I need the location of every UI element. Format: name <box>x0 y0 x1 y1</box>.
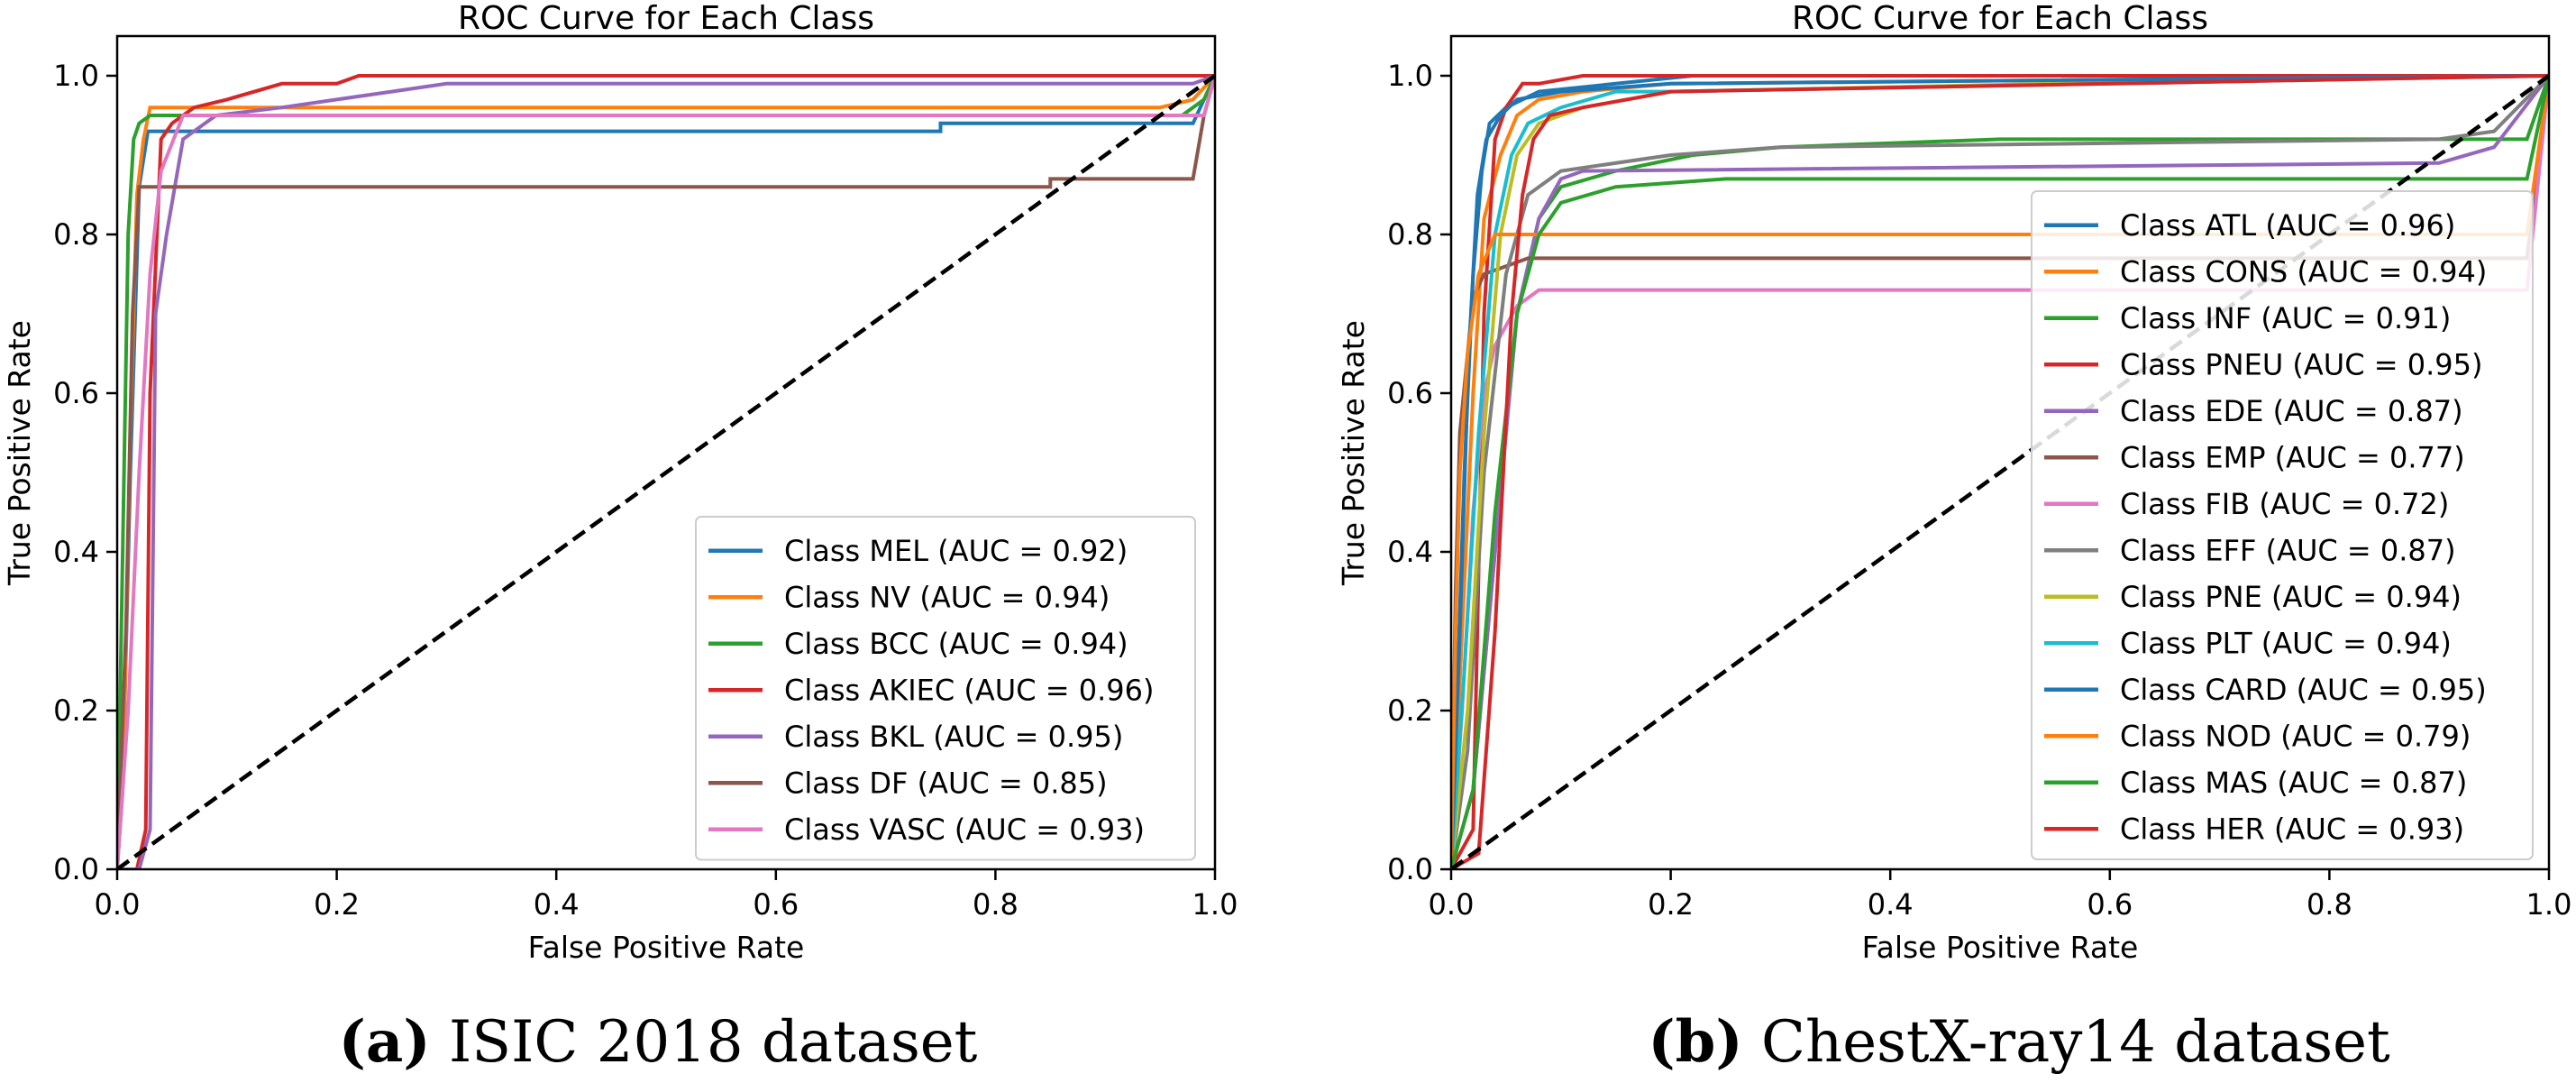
y-tick-label-0: 0.0 <box>53 852 99 886</box>
legend: Class MEL (AUC = 0.92) Class NV (AUC = 0.… <box>695 516 1196 861</box>
series-line-13 <box>1451 74 2549 869</box>
series-line-12 <box>1451 75 2549 869</box>
y-tick-label-4: 0.8 <box>53 217 99 252</box>
y-tick-label-1: 0.2 <box>53 693 99 728</box>
x-tick-label-3: 0.6 <box>753 887 799 922</box>
legend-entry-5: Class EMP (AUC = 0.77) <box>2120 440 2465 474</box>
legend-box <box>2031 190 2534 860</box>
y-tick-label-2: 0.4 <box>1387 535 1433 569</box>
caption-b-text: ChestX-ray14 dataset <box>1742 1009 2390 1076</box>
x-tick-label-4: 0.8 <box>2307 887 2352 922</box>
legend-entry-0: Class ATL (AUC = 0.96) <box>2120 208 2455 243</box>
x-tick-label-2: 0.4 <box>534 887 580 922</box>
legend-entry-11: Class NOD (AUC = 0.79) <box>2120 719 2471 753</box>
series-line-6 <box>117 75 1215 869</box>
x-axis-label: False Positive Rate <box>1862 930 2139 965</box>
roc-panel-a: ROC Curve for Each Class 0.0 0.2 0.4 0.6 0.8 1… <box>2 0 1238 965</box>
series-line-7 <box>1451 74 2549 869</box>
caption-b-tag: (b) <box>1648 1008 1743 1076</box>
y-axis-label: True Positive Rate <box>2 320 37 586</box>
caption-a: (a) ISIC 2018 dataset <box>315 1008 1000 1076</box>
x-tick-label-0: 0.0 <box>95 887 141 922</box>
legend-entry-2: Class INF (AUC = 0.91) <box>2120 301 2451 335</box>
x-tick-label-1: 0.2 <box>1648 887 1694 922</box>
legend-entry-0: Class MEL (AUC = 0.92) <box>784 534 1128 568</box>
caption-b: (b) ChestX-ray14 dataset <box>1613 1008 2425 1076</box>
plot-area <box>1451 74 2549 869</box>
legend-entry-9: Class PLT (AUC = 0.94) <box>2120 626 2452 660</box>
x-tick-label-4: 0.8 <box>973 887 1019 922</box>
x-tick-label-2: 0.4 <box>1868 887 1914 922</box>
caption-a-tag: (a) <box>338 1008 431 1076</box>
legend-entry-4: Class EDE (AUC = 0.87) <box>2120 394 2463 428</box>
legend-entry-2: Class BCC (AUC = 0.94) <box>784 627 1128 661</box>
legend-box <box>695 516 1196 861</box>
legend-entry-4: Class BKL (AUC = 0.95) <box>784 720 1123 754</box>
series-line-2 <box>117 75 1215 869</box>
series-line-5 <box>117 75 1215 869</box>
series-line-9 <box>1451 74 2549 869</box>
legend-entry-13: Class HER (AUC = 0.93) <box>2120 812 2464 846</box>
x-axis-label: False Positive Rate <box>528 930 805 965</box>
legend-entry-6: Class VASC (AUC = 0.93) <box>784 812 1145 847</box>
x-tick-label-0: 0.0 <box>1429 887 1475 922</box>
y-tick-label-0: 0.0 <box>1387 852 1433 886</box>
legend-entry-3: Class PNEU (AUC = 0.95) <box>2120 347 2482 381</box>
legend: Class ATL (AUC = 0.96) Class CONS (AUC = … <box>2031 190 2534 860</box>
y-tick-label-3: 0.6 <box>1387 376 1433 410</box>
legend-entry-7: Class EFF (AUC = 0.87) <box>2120 533 2456 567</box>
axes-frame <box>115 34 1217 871</box>
caption-a-text: ISIC 2018 dataset <box>430 1009 978 1076</box>
legend-entry-12: Class MAS (AUC = 0.87) <box>2120 766 2467 800</box>
y-tick-label-5: 1.0 <box>53 59 99 93</box>
roc-panel-b: ROC Curve for Each Class 0.0 0.2 0.4 0.6 0.8 1… <box>1336 0 2571 965</box>
chance-diagonal <box>117 74 1215 869</box>
chart-title: ROC Curve for Each Class <box>1792 0 2208 37</box>
legend-entry-1: Class NV (AUC = 0.94) <box>784 580 1110 614</box>
legend-entry-8: Class PNE (AUC = 0.94) <box>2120 580 2462 614</box>
y-tick-label-4: 0.8 <box>1387 217 1433 252</box>
y-tick-label-5: 1.0 <box>1387 59 1433 93</box>
legend-entry-10: Class CARD (AUC = 0.95) <box>2120 673 2487 707</box>
series-line-10 <box>1451 74 2549 869</box>
legend-entry-1: Class CONS (AUC = 0.94) <box>2120 254 2487 289</box>
legend-entry-3: Class AKIEC (AUC = 0.96) <box>784 673 1154 707</box>
x-tick-label-1: 0.2 <box>314 887 360 922</box>
legend-entry-5: Class DF (AUC = 0.85) <box>784 766 1108 800</box>
y-tick-label-3: 0.6 <box>53 376 99 410</box>
axes-frame <box>1449 34 2551 871</box>
x-tick-label-3: 0.6 <box>2087 887 2133 922</box>
x-tick-label-5: 1.0 <box>2526 887 2572 922</box>
y-tick-label-2: 0.4 <box>53 535 99 569</box>
y-tick-label-1: 0.2 <box>1387 693 1433 728</box>
y-axis-label: True Positive Rate <box>1336 320 1371 586</box>
x-tick-label-5: 1.0 <box>1192 887 1238 922</box>
legend-entry-6: Class FIB (AUC = 0.72) <box>2120 487 2449 521</box>
chart-title: ROC Curve for Each Class <box>458 0 874 37</box>
plot-area <box>117 74 1215 869</box>
